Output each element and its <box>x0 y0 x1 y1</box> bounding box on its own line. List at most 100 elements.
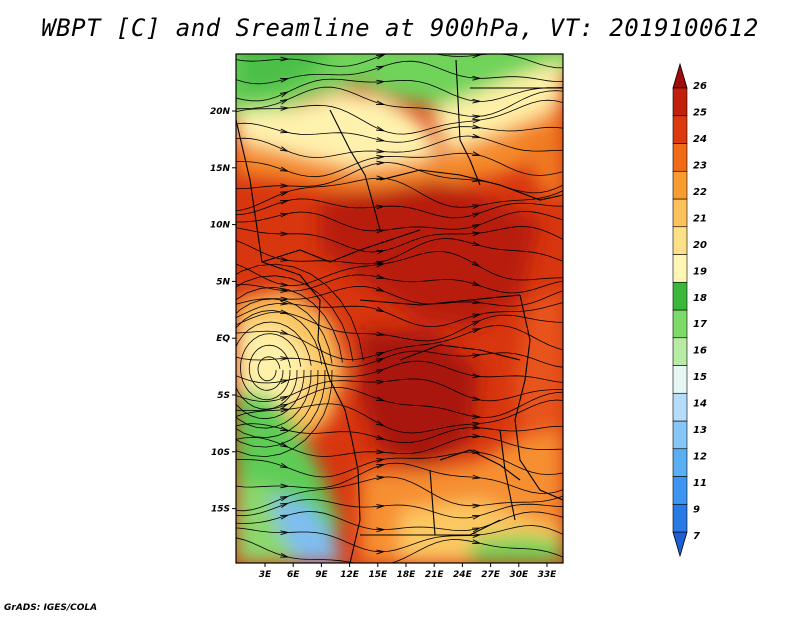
lon-tick-label: 15E <box>368 570 388 580</box>
streamline-arrow <box>376 137 385 142</box>
swirl-streamline <box>257 356 281 382</box>
colorbar-label: 15 <box>693 372 707 383</box>
streamline-arrow <box>279 462 288 469</box>
streamline-arrow <box>472 124 481 130</box>
streamline-arrow <box>472 204 481 209</box>
lon-tick-label: 6E <box>287 570 300 580</box>
streamline <box>236 324 563 360</box>
streamline-arrow <box>472 299 481 305</box>
streamline-arrow <box>472 527 481 533</box>
streamline-arrow <box>472 474 481 480</box>
colorbar-segment <box>672 337 688 366</box>
streamline-arrow <box>472 414 481 419</box>
streamline-arrow <box>376 228 385 234</box>
streamline-arrow <box>279 91 288 98</box>
swirl-streamline <box>236 321 312 410</box>
streamline-arrow <box>280 329 289 335</box>
streamline-arrow <box>376 379 385 385</box>
streamline <box>236 499 563 519</box>
streamline-arrow <box>280 530 289 536</box>
streamline-arrow <box>280 212 289 218</box>
lat-tick-label: 5S <box>217 391 230 401</box>
colorbar-segment <box>672 87 688 117</box>
streamline-arrow <box>472 424 481 430</box>
streamline-arrow <box>280 502 289 508</box>
colorbar-segment <box>672 309 688 339</box>
colorbar-label: 24 <box>693 134 707 145</box>
colorbar-segment <box>672 365 688 394</box>
streamline <box>236 152 563 178</box>
colorbar-segment <box>672 198 688 228</box>
streamline-arrow <box>279 403 288 410</box>
lon-tick-label: 12E <box>340 570 360 580</box>
colorbar-label: 17 <box>693 319 707 330</box>
streamline-arrow <box>375 286 385 292</box>
colorbar-label: 16 <box>693 346 707 357</box>
streamline <box>236 423 563 444</box>
streamline-arrow <box>472 114 481 120</box>
streamline-arrow <box>472 328 481 334</box>
colorbar-segment <box>672 448 688 477</box>
streamline <box>236 350 563 368</box>
streamline <box>236 311 563 342</box>
colorbar-label: 21 <box>693 213 707 224</box>
streamline-arrow <box>472 433 481 439</box>
streamline-arrow <box>280 288 289 293</box>
streamline-arrow <box>472 539 481 544</box>
streamline-arrow <box>376 160 385 166</box>
colorbar-label: 25 <box>693 107 707 118</box>
streamline <box>236 302 563 328</box>
streamline-arrow <box>376 262 385 268</box>
streamline <box>236 238 563 265</box>
colorbar-label: 9 <box>693 505 700 516</box>
streamline-arrow <box>472 503 481 509</box>
streamline-arrow <box>376 126 385 132</box>
colorbar-label: 20 <box>693 240 707 251</box>
streamline-arrow <box>472 396 481 401</box>
streamline-arrow <box>472 75 481 81</box>
lon-tick-label: 24E <box>453 570 473 580</box>
streamline <box>236 177 563 212</box>
streamline <box>236 135 563 159</box>
streamline-arrow <box>280 514 289 520</box>
streamline <box>236 285 563 307</box>
lon-tick-label: 27E <box>481 570 501 580</box>
streamline <box>236 451 563 478</box>
streamline-arrow <box>376 435 385 440</box>
colorbar-label: 12 <box>693 452 707 463</box>
streamline-arrow <box>376 449 385 455</box>
colorbar-label: 18 <box>693 293 707 304</box>
streamlines <box>236 54 563 563</box>
colorbar-label: 22 <box>693 187 707 198</box>
colorbar-label: 7 <box>693 531 700 542</box>
colorbar-segment <box>672 281 688 311</box>
streamline-arrow <box>376 352 385 357</box>
swirl-streamline <box>236 309 323 420</box>
streamline-arrow <box>280 309 289 315</box>
streamline-arrow <box>280 553 289 558</box>
streamline <box>236 78 563 102</box>
streamline-arrow <box>279 98 288 105</box>
streamline-arrow <box>472 224 481 230</box>
streamline-arrow <box>280 483 289 489</box>
streamline-arrow <box>472 515 481 520</box>
streamline-arrow <box>376 458 385 463</box>
streamline <box>236 99 563 135</box>
streamline <box>236 462 563 494</box>
streamline-arrow <box>376 154 385 160</box>
colorbar-label: 14 <box>693 399 707 410</box>
streamline-arrow <box>376 396 385 402</box>
latitude-axis: 20N 15N 10N 5N EQ 5S 10S 15S <box>210 107 236 515</box>
swirl-streamline <box>248 344 291 391</box>
lon-tick-label: 30E <box>509 570 529 580</box>
streamline-arrow <box>280 407 289 413</box>
streamline <box>236 387 563 418</box>
streamline-arrow <box>376 249 385 255</box>
streamline <box>236 54 563 69</box>
streamline-arrow <box>472 313 481 319</box>
swirl-streamline <box>236 286 343 439</box>
lat-tick-label: 15S <box>211 505 230 515</box>
colorbar-segment <box>672 476 688 505</box>
colorbar-segment <box>672 254 688 283</box>
